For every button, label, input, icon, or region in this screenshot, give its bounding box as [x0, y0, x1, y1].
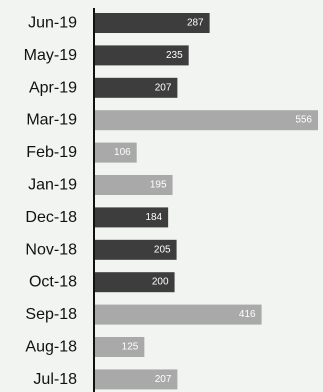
bar-aug-18	[94, 337, 145, 357]
category-label: Jul-18	[33, 371, 77, 388]
value-label: 556	[295, 115, 312, 126]
category-label: Jan-19	[28, 177, 77, 194]
category-label: Sep-18	[25, 306, 77, 323]
category-label: Mar-19	[26, 112, 77, 129]
bar-may-19	[94, 45, 189, 66]
bar-apr-19	[94, 77, 178, 98]
bar-feb-19	[94, 142, 137, 163]
bar-jul-18	[94, 369, 178, 390]
value-label: 287	[187, 18, 204, 29]
category-label: Aug-18	[25, 339, 77, 356]
category-label: May-19	[24, 47, 77, 64]
bar-nov-18	[94, 239, 177, 260]
category-label: Nov-18	[25, 241, 77, 258]
category-label: Oct-18	[29, 274, 77, 291]
category-label: Feb-19	[26, 144, 77, 161]
bar-dec-18	[94, 207, 169, 228]
bar-sep-18	[94, 304, 262, 325]
value-label: 416	[239, 309, 256, 320]
value-label: 184	[145, 212, 162, 223]
value-label: 200	[152, 277, 169, 288]
bar-mar-19	[94, 110, 318, 131]
value-label: 205	[154, 244, 171, 255]
value-labels-layer: 287 235 207 556 106 195 184 205 200 416 125 207	[114, 18, 312, 385]
value-label: 207	[155, 82, 172, 93]
category-labels-layer: Jun-19 May-19 Apr-19 Mar-19 Feb-19 Jan-19 Dec-…	[24, 15, 77, 388]
value-label: 235	[166, 50, 183, 61]
category-label: Jun-19	[28, 15, 77, 32]
bars-layer	[94, 13, 318, 390]
bar-jun-19	[94, 13, 210, 33]
category-label: Dec-18	[25, 209, 77, 226]
value-label: 106	[114, 147, 131, 158]
bar-jan-19	[94, 175, 173, 195]
category-label: Apr-19	[29, 79, 77, 96]
bar-oct-18	[94, 272, 175, 293]
value-label: 195	[150, 180, 167, 191]
value-label: 125	[122, 342, 139, 353]
value-label: 207	[155, 374, 172, 385]
